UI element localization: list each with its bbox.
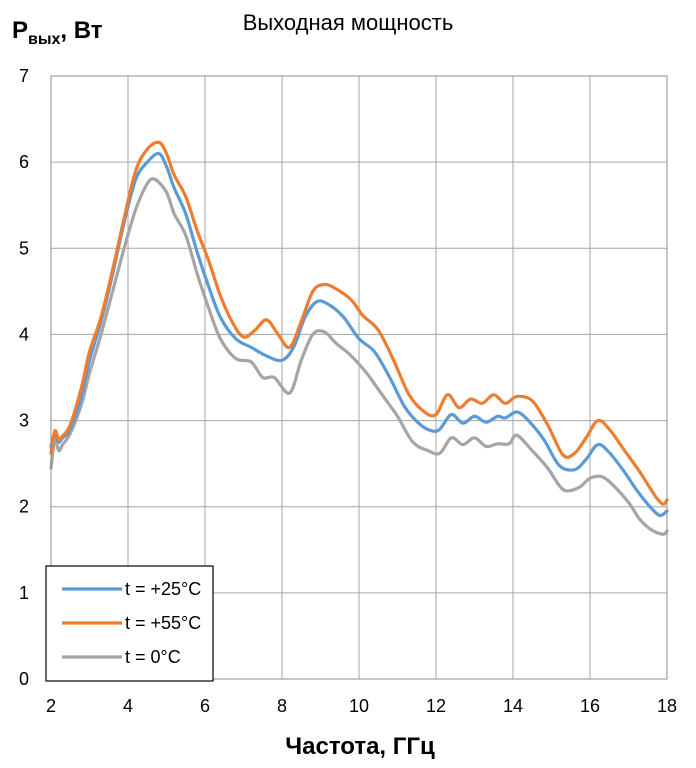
series-group — [49, 140, 669, 536]
x-tick-label: 14 — [503, 696, 523, 716]
y-tick-label: 0 — [19, 669, 29, 689]
x-tick-label: 10 — [349, 696, 369, 716]
chart-title: Выходная мощность — [243, 10, 454, 35]
y-tick-label: 1 — [19, 583, 29, 603]
legend-label: t = +25°C — [125, 579, 201, 599]
x-tick-label: 18 — [657, 696, 677, 716]
y-axis-label-unit: , Вт — [60, 17, 102, 44]
y-tick-label: 5 — [19, 238, 29, 258]
x-axis-label: Частота, ГГц — [285, 733, 435, 760]
x-tick-label: 8 — [277, 696, 287, 716]
y-tick-label: 2 — [19, 497, 29, 517]
x-tick-label: 2 — [46, 696, 56, 716]
y-axis-label: Pвых, Вт — [12, 17, 103, 48]
series-line-t-0-c — [49, 177, 669, 536]
plot-area-border — [50, 75, 668, 680]
x-tick-label: 12 — [426, 696, 446, 716]
legend-box — [45, 565, 214, 682]
y-tick-label: 4 — [19, 324, 29, 344]
y-tick-label: 3 — [19, 411, 29, 431]
x-tick-label: 4 — [123, 696, 133, 716]
x-tick-label: 6 — [200, 696, 210, 716]
x-tick-label: 16 — [580, 696, 600, 716]
series-line-t-55-c — [49, 140, 669, 506]
y-axis-label-subscript: вых — [28, 31, 61, 48]
legend: t = +25°C t = +55°C t = 0°C — [45, 565, 214, 682]
y-tick-label: 6 — [19, 152, 29, 172]
legend-label: t = +55°C — [125, 613, 201, 633]
y-tick-label: 7 — [19, 66, 29, 86]
legend-label: t = 0°C — [125, 647, 181, 667]
y-axis-label-main: P — [12, 17, 28, 44]
